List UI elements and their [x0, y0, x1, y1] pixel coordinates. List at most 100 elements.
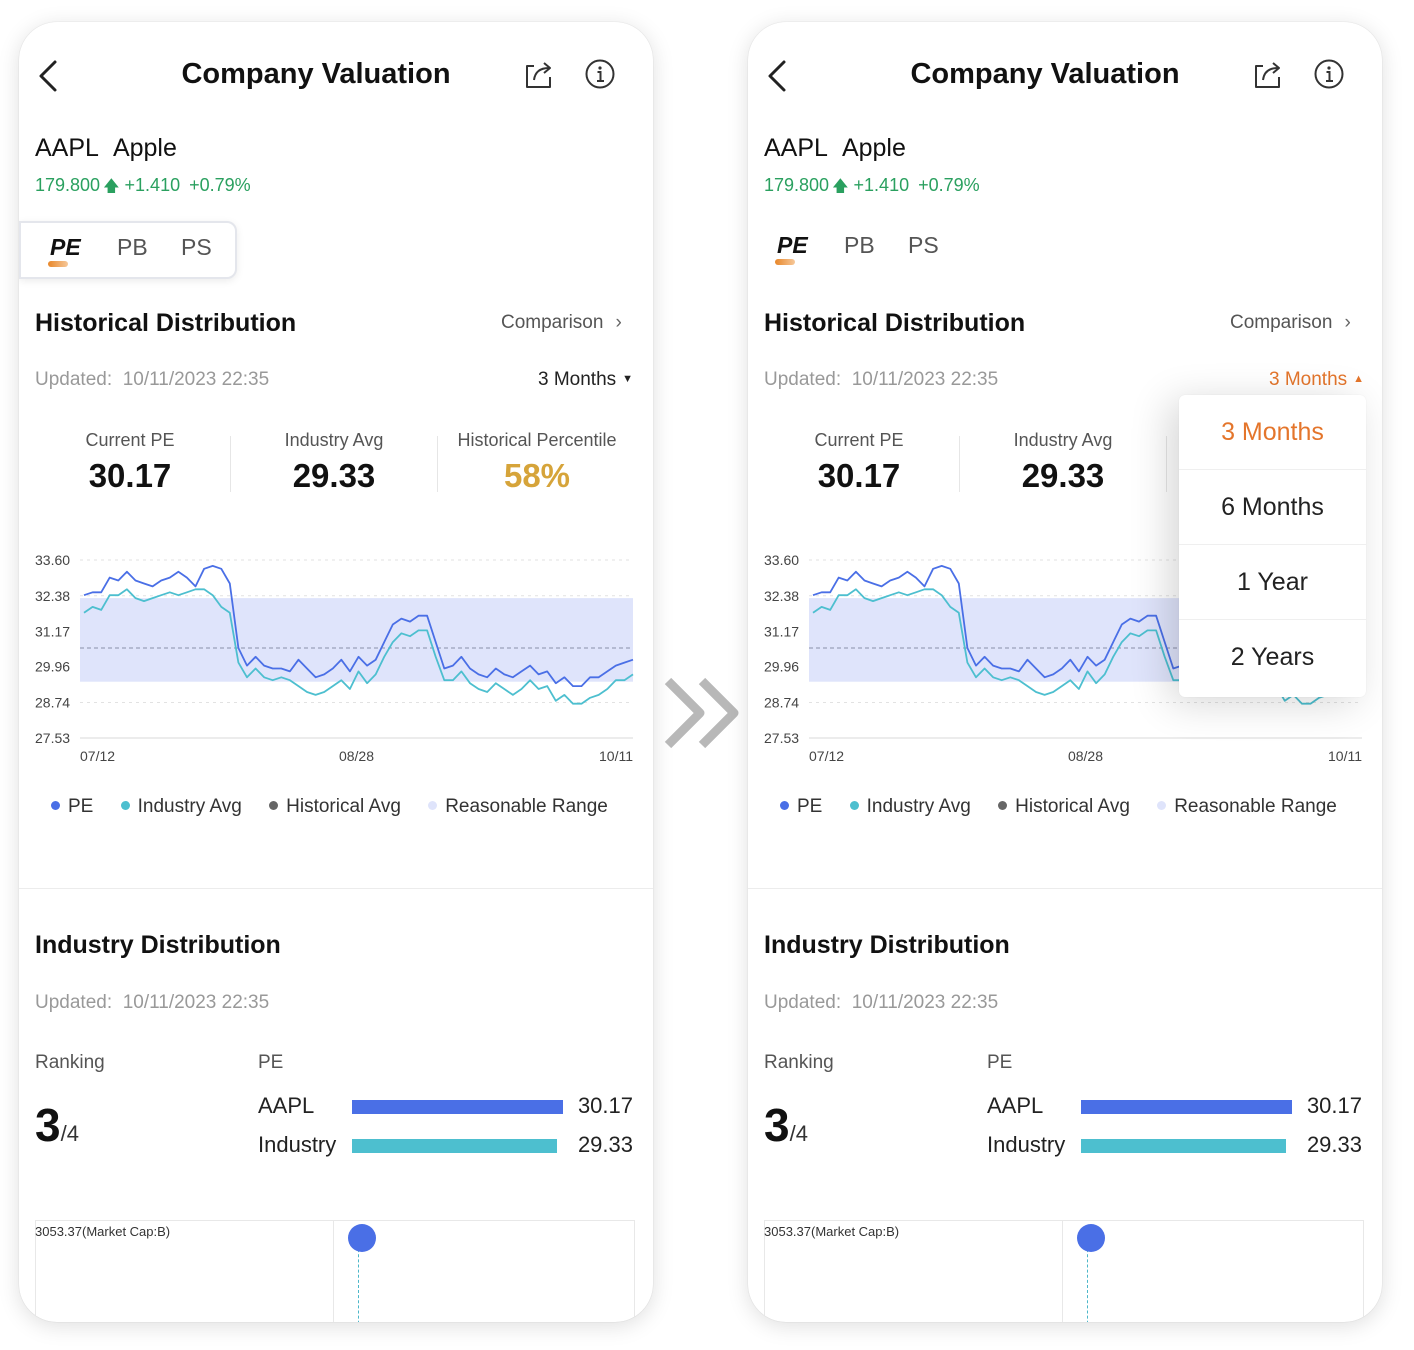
stock-name: Apple — [112, 134, 177, 162]
historical-distribution-title: Historical Distribution — [35, 309, 297, 337]
x-tick-label: 10/11 — [1328, 748, 1362, 764]
scatter-point-aapl[interactable] — [1077, 1224, 1105, 1252]
back-button[interactable] — [764, 56, 792, 96]
y-tick-label: 27.53 — [764, 730, 799, 746]
divider — [1166, 436, 1167, 492]
back-button[interactable] — [35, 56, 63, 96]
legend-dot — [269, 801, 279, 810]
period-option[interactable]: 1 Year — [1179, 545, 1366, 620]
ranking-value: 3/4 — [35, 1098, 79, 1152]
stock-price: 179.800 — [764, 175, 830, 195]
caret-icon: ▲ — [1353, 373, 1365, 385]
tab-ps[interactable]: PS — [181, 234, 212, 260]
historical-updated: Updated: 10/11/2023 22:35 — [35, 369, 269, 391]
legend-dot — [428, 801, 438, 810]
tab-ps[interactable]: PS — [908, 232, 939, 258]
historical-updated: Updated: 10/11/2023 22:35 — [764, 369, 998, 391]
period-value: 3 Months — [1269, 369, 1348, 390]
phone-screen-before: Company Valuation AAPL Apple 179.800 🡅 +1.4… — [19, 22, 653, 1322]
y-tick-label: 32.38 — [35, 588, 70, 604]
section-divider — [19, 888, 653, 889]
metric-current-pe: Current PE 30.17 — [759, 430, 959, 495]
stock-name: Apple — [841, 134, 906, 162]
tab-pb[interactable]: PB — [117, 234, 148, 260]
y-tick-label: 32.38 — [764, 588, 799, 604]
reasonable-range-band — [80, 598, 633, 682]
legend-dot — [51, 801, 60, 810]
info-button[interactable] — [1314, 59, 1344, 89]
stock-change: +1.410 — [853, 175, 910, 195]
scatter-label: 3053.37(Market Cap:B) — [35, 1224, 171, 1239]
legend-label: PE — [797, 796, 823, 817]
updated-label: Updated: — [35, 992, 113, 1013]
period-option[interactable]: 2 Years — [1230, 643, 1315, 671]
comparison-link[interactable]: Comparison › — [1230, 312, 1351, 334]
historical-distribution-title: Historical Distribution — [764, 309, 1026, 337]
ranking-value: 3/4 — [764, 1098, 808, 1152]
share-button[interactable] — [1253, 58, 1283, 90]
info-button[interactable] — [585, 59, 615, 89]
period-option[interactable]: 3 Months — [1179, 395, 1366, 470]
metric-value: 30.17 — [88, 457, 172, 494]
up-arrow-icon: 🡅 — [103, 178, 120, 195]
legend-item-historical-avg: Historical Avg — [269, 796, 401, 818]
period-selector[interactable]: 3 Months ▼ — [538, 369, 633, 391]
stock-quote: 179.800 🡅 +1.410 +0.79% — [764, 175, 980, 202]
ranking-label: Ranking — [764, 1052, 834, 1073]
ranking-total: /4 — [789, 1121, 808, 1146]
scatter-gridline — [333, 1220, 334, 1322]
y-tick-label: 29.96 — [35, 659, 70, 675]
legend-item-reasonable-range: Reasonable Range — [1157, 796, 1337, 818]
stock-change: +1.410 — [124, 175, 181, 195]
period-option[interactable]: 6 Months — [1179, 470, 1366, 545]
info-icon — [585, 59, 615, 89]
bar-label-industry: Industry — [258, 1132, 337, 1157]
x-tick-label: 08/28 — [1068, 748, 1103, 764]
scatter-point-aapl[interactable] — [348, 1224, 376, 1252]
metric-label: Current PE — [85, 430, 175, 450]
legend-item-historical-avg: Historical Avg — [998, 796, 1130, 818]
tab-pe[interactable]: PE — [775, 232, 808, 265]
metric-label: Historical Percentile — [457, 430, 617, 450]
phone-screen-after: Company Valuation AAPL Apple 179.800 🡅 +1.4… — [748, 22, 1382, 1322]
bar-value-aapl: 30.17 — [1306, 1093, 1362, 1118]
page-title: Company Valuation — [181, 58, 451, 90]
x-tick-label: 08/28 — [339, 748, 374, 764]
chevron-right-icon: › — [615, 312, 622, 333]
industry-distribution-title: Industry Distribution — [35, 931, 281, 959]
chevron-left-icon — [768, 60, 786, 92]
stock-symbol: AAPL — [35, 134, 99, 162]
legend-label: Reasonable Range — [445, 796, 608, 817]
stock-quote: 179.800 🡅 +1.410 +0.79% — [35, 175, 251, 202]
share-icon — [1255, 62, 1280, 88]
ranking-number: 3 — [35, 1099, 61, 1151]
metric-value: 29.33 — [292, 457, 376, 494]
tab-pe[interactable]: PE — [48, 234, 81, 267]
legend-dot — [780, 801, 789, 810]
ranking-number: 3 — [764, 1099, 790, 1151]
share-button[interactable] — [524, 58, 554, 90]
updated-label: Updated: — [764, 369, 842, 390]
comparison-link[interactable]: Comparison › — [501, 312, 622, 334]
stock-ticker: AAPL Apple — [35, 134, 177, 163]
legend-dot — [1157, 801, 1167, 810]
legend-item-pe: PE — [51, 796, 93, 818]
stock-price: 179.800 — [35, 175, 101, 195]
bar-aapl — [352, 1100, 563, 1114]
period-value: 3 Months — [538, 369, 617, 390]
scatter-dashed-line — [358, 1244, 359, 1322]
tab-pb[interactable]: PB — [844, 232, 875, 258]
stock-symbol: AAPL — [764, 134, 828, 162]
stock-change-pct: +0.79% — [918, 175, 980, 195]
period-selector[interactable]: 3 Months ▲ — [1269, 369, 1364, 391]
up-arrow-icon: 🡅 — [832, 178, 849, 195]
y-tick-label: 28.74 — [764, 695, 799, 711]
pe-label: PE — [258, 1052, 284, 1073]
industry-updated: Updated: 10/11/2023 22:35 — [35, 992, 269, 1014]
legend-dot — [998, 801, 1008, 810]
metric-historical-percentile: Historical Percentile 58% — [437, 430, 637, 495]
legend-item-industry-avg: Industry Avg — [120, 796, 242, 818]
scatter-label: 3053.37(Market Cap:B) — [764, 1224, 900, 1239]
bar-industry — [1081, 1139, 1286, 1153]
legend-item-reasonable-range: Reasonable Range — [428, 796, 608, 818]
